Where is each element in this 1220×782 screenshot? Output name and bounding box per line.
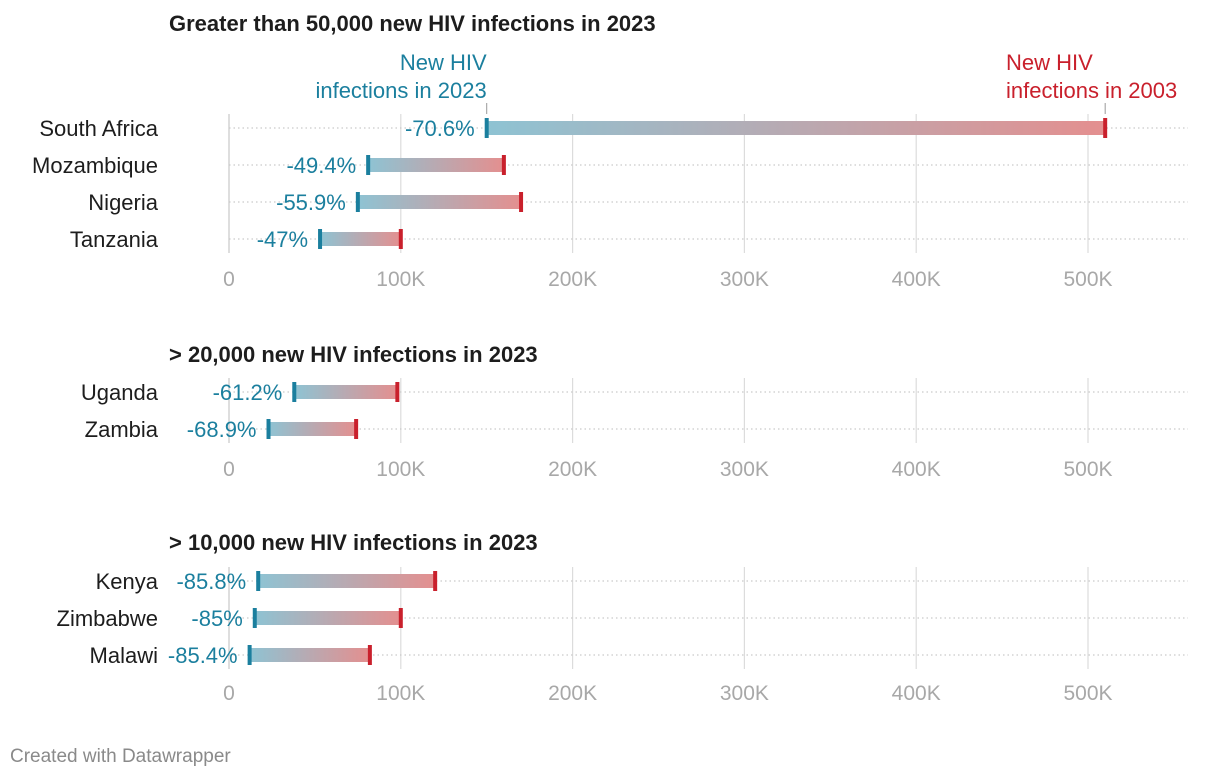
annotation-2023-line2: infections in 2023 <box>315 78 486 103</box>
country-label: Zimbabwe <box>57 606 158 631</box>
country-label: Malawi <box>90 643 158 668</box>
percent-change-label: -85.4% <box>168 643 238 668</box>
country-label: Mozambique <box>32 153 158 178</box>
x-tick-label: 0 <box>223 682 235 705</box>
percent-change-label: -55.9% <box>276 190 346 215</box>
marker-2003 <box>1103 118 1108 138</box>
marker-2003 <box>395 382 400 402</box>
percent-change-label: -85% <box>191 606 242 631</box>
range-bar <box>357 195 522 209</box>
x-tick-label: 400K <box>892 458 941 481</box>
range-bar <box>320 232 401 246</box>
x-tick-label: 300K <box>720 682 769 705</box>
marker-2003 <box>367 645 372 665</box>
marker-2003 <box>398 229 403 249</box>
x-tick-label: 100K <box>376 458 425 481</box>
percent-change-label: -49.4% <box>286 153 356 178</box>
x-tick-label: 300K <box>720 458 769 481</box>
x-tick-label: 0 <box>223 458 235 481</box>
marker-2003 <box>519 192 524 212</box>
marker-2023 <box>252 608 257 628</box>
marker-2023 <box>318 229 323 249</box>
country-label: South Africa <box>39 116 158 141</box>
x-tick-label: 500K <box>1063 268 1112 291</box>
percent-change-label: -68.9% <box>187 417 257 442</box>
x-tick-label: 400K <box>892 268 941 291</box>
country-label: Zambia <box>85 417 159 442</box>
marker-2023 <box>484 118 489 138</box>
annotation-2023-line1: New HIV <box>400 50 487 75</box>
percent-change-label: -70.6% <box>405 116 475 141</box>
range-bar <box>254 611 401 625</box>
country-label: Tanzania <box>70 227 159 252</box>
country-label: Kenya <box>96 569 159 594</box>
x-tick-label: 500K <box>1063 682 1112 705</box>
marker-2023 <box>366 155 371 175</box>
x-tick-label: 100K <box>376 682 425 705</box>
range-bar <box>486 121 1106 135</box>
x-tick-label: 200K <box>548 268 597 291</box>
range-bar <box>294 385 398 399</box>
annotation-2003-line1: New HIV <box>1006 50 1093 75</box>
marker-2023 <box>355 192 360 212</box>
marker-2003 <box>354 419 359 439</box>
range-bar <box>368 158 504 172</box>
marker-2003 <box>433 571 438 591</box>
x-tick-label: 500K <box>1063 458 1112 481</box>
percent-change-label: -85.8% <box>176 569 246 594</box>
panel-title: Greater than 50,000 new HIV infections i… <box>169 11 656 36</box>
annotation-2003-line2: infections in 2003 <box>1006 78 1177 103</box>
x-tick-label: 0 <box>223 268 235 291</box>
marker-2023 <box>247 645 252 665</box>
x-tick-label: 100K <box>376 268 425 291</box>
percent-change-label: -47% <box>257 227 308 252</box>
chart-panel: > 10,000 new HIV infections in 2023 0 100K… <box>57 530 1188 705</box>
x-tick-label: 300K <box>720 268 769 291</box>
country-label: Nigeria <box>88 190 158 215</box>
chart-panel: Greater than 50,000 new HIV infections i… <box>32 11 1188 291</box>
marker-2023 <box>266 419 271 439</box>
x-tick-label: 200K <box>548 682 597 705</box>
marker-2023 <box>292 382 297 402</box>
percent-change-label: -61.2% <box>213 380 283 405</box>
marker-2023 <box>256 571 261 591</box>
x-tick-label: 400K <box>892 682 941 705</box>
marker-2003 <box>398 608 403 628</box>
range-bar <box>258 574 436 588</box>
range-bar <box>249 648 370 662</box>
chart-panel: > 20,000 new HIV infections in 2023 0 100K… <box>81 342 1188 481</box>
country-label: Uganda <box>81 380 159 405</box>
panel-title: > 20,000 new HIV infections in 2023 <box>169 342 538 367</box>
x-tick-label: 200K <box>548 458 597 481</box>
marker-2003 <box>501 155 506 175</box>
panel-title: > 10,000 new HIV infections in 2023 <box>169 530 538 555</box>
datawrapper-credit: Created with Datawrapper <box>10 746 231 767</box>
range-bar <box>268 422 357 436</box>
